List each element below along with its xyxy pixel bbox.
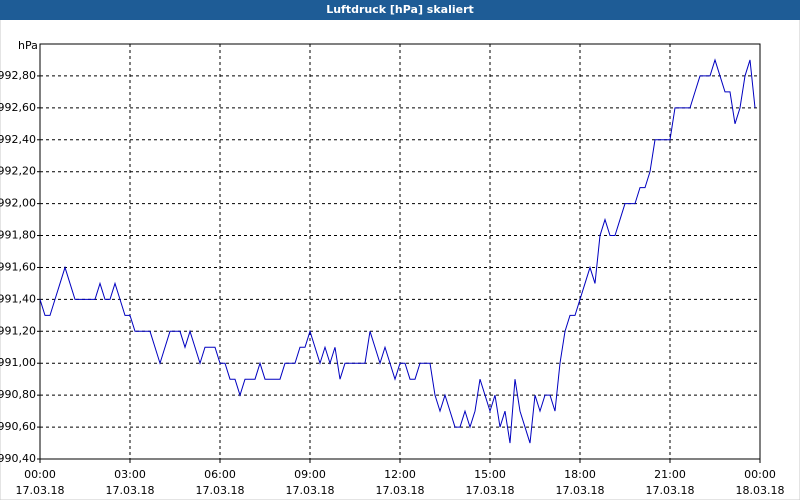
- x-tick-label: 03:00: [114, 468, 146, 481]
- x-tick-date: 17.03.18: [106, 484, 155, 497]
- y-tick-label: 992,60: [0, 101, 36, 114]
- title-bar: [0, 0, 800, 20]
- y-tick-label: 991,80: [0, 229, 36, 242]
- y-tick-label: 992,80: [0, 69, 36, 82]
- y-tick-label: 990,60: [0, 420, 36, 433]
- x-tick-label: 12:00: [384, 468, 416, 481]
- x-tick-date: 17.03.18: [16, 484, 65, 497]
- x-tick-date: 18.03.18: [736, 484, 785, 497]
- x-tick-label: 06:00: [204, 468, 236, 481]
- x-tick-date: 17.03.18: [376, 484, 425, 497]
- chart-title: Luftdruck [hPa] skaliert: [326, 3, 474, 16]
- x-tick-date: 17.03.18: [286, 484, 335, 497]
- x-tick-date: 17.03.18: [646, 484, 695, 497]
- x-tick-date: 17.03.18: [556, 484, 605, 497]
- x-tick-label: 00:00: [744, 468, 776, 481]
- x-tick-label: 00:00: [24, 468, 56, 481]
- y-tick-label: 992,00: [0, 197, 36, 210]
- x-tick-label: 09:00: [294, 468, 326, 481]
- y-tick-label: 991,00: [0, 356, 36, 369]
- y-tick-label: 990,40: [0, 452, 36, 465]
- x-tick-label: 15:00: [474, 468, 506, 481]
- y-tick-label: 991,20: [0, 324, 36, 337]
- y-tick-label: 992,40: [0, 133, 36, 146]
- y-tick-label: 991,40: [0, 292, 36, 305]
- y-tick-label: 991,60: [0, 260, 36, 273]
- y-tick-label: 990,80: [0, 388, 36, 401]
- data-line: [39, 58, 756, 444]
- x-tick-label: 21:00: [654, 468, 686, 481]
- x-tick-label: 18:00: [564, 468, 596, 481]
- y-axis-label: hPa: [18, 39, 38, 52]
- x-tick-date: 17.03.18: [196, 484, 245, 497]
- y-tick-label: 992,20: [0, 165, 36, 178]
- x-tick-date: 17.03.18: [466, 484, 515, 497]
